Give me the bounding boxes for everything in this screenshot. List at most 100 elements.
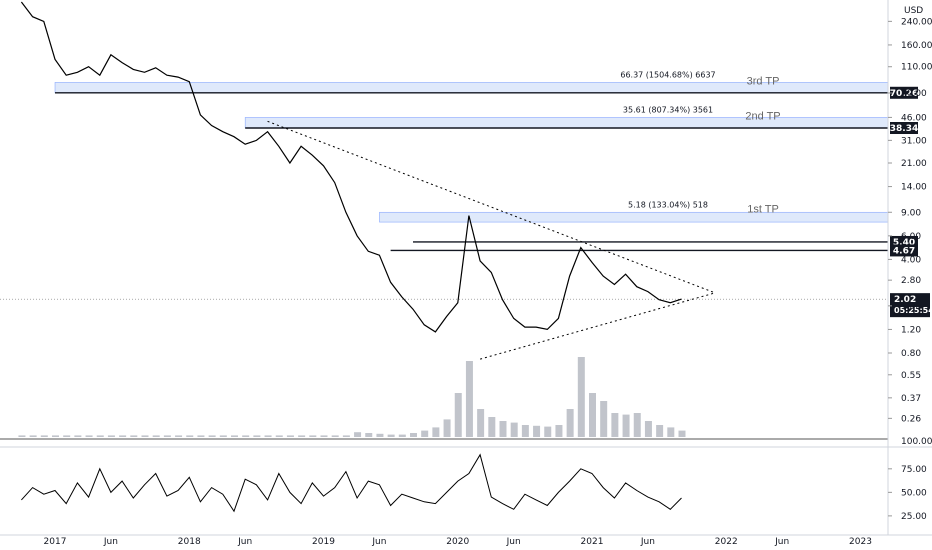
level-tag-label: 5.40 xyxy=(893,238,915,248)
volume-bar xyxy=(40,435,48,437)
price-tick-label: 110.00 xyxy=(901,63,932,73)
level-tag-label: 38.34 xyxy=(890,124,918,134)
price-tick-label: 1.80 xyxy=(901,302,921,312)
volume-bar xyxy=(107,435,115,437)
oscillator-line xyxy=(21,453,682,513)
volume-bar xyxy=(577,357,585,437)
volume-bar xyxy=(219,435,227,437)
last-price-tag xyxy=(890,293,930,318)
time-tick-label: Jun xyxy=(640,537,655,547)
price-tick-label: 2.80 xyxy=(901,276,921,286)
tp-name-text: 1st TP xyxy=(747,203,779,215)
tp-value-text: 35.61 (807.34%) 3561 xyxy=(623,105,713,114)
volume-bar xyxy=(566,409,574,437)
volume-bar xyxy=(152,435,160,437)
volume-bar xyxy=(499,421,507,437)
countdown-label: 05:25:54 xyxy=(894,306,932,315)
oscillator-series xyxy=(21,453,682,513)
volume-bar xyxy=(633,413,641,437)
volume-bar xyxy=(667,427,675,437)
last-price-label: 2.02 xyxy=(894,295,916,305)
price-tick-label: 1.20 xyxy=(901,325,921,335)
volume-bar xyxy=(443,419,451,437)
volume-bar xyxy=(521,425,529,437)
price-line xyxy=(20,1,682,333)
osc-tick-label: 50.00 xyxy=(901,488,927,498)
volume-bar xyxy=(298,435,306,437)
tp-zones xyxy=(54,82,889,223)
volume-bar xyxy=(242,435,250,437)
volume-bar xyxy=(644,421,652,437)
volume-bar xyxy=(253,435,261,437)
volume-bar xyxy=(544,426,552,437)
volume-bar xyxy=(454,393,462,437)
volume-bar xyxy=(63,435,71,437)
triangle-trendlines xyxy=(267,120,716,360)
time-tick-label: 2021 xyxy=(581,537,604,547)
currency-label: USD xyxy=(904,6,923,16)
lower-trendline xyxy=(479,292,716,360)
time-tick-label: Jun xyxy=(371,537,386,547)
price-tick-label: 6.00 xyxy=(901,232,921,242)
volume-bar xyxy=(264,435,272,437)
volume-bar xyxy=(331,435,339,437)
volume-bar xyxy=(186,435,194,437)
price-tick-label: 0.80 xyxy=(901,349,921,359)
volume-bar xyxy=(29,435,37,437)
price-tick-label: 70.00 xyxy=(901,89,927,99)
volume-bar xyxy=(197,435,205,437)
time-tick-label: 2019 xyxy=(312,537,335,547)
volume-bar xyxy=(163,435,171,437)
volume-bar xyxy=(175,435,183,437)
tp-value-text: 5.18 (133.04%) 518 xyxy=(628,200,708,209)
price-tick-label: 240.00 xyxy=(901,17,932,27)
price-tick-label: 0.37 xyxy=(901,394,921,404)
price-tick-label: 4.00 xyxy=(901,255,921,265)
time-tick-label: Jun xyxy=(103,537,118,547)
volume-bar xyxy=(52,435,59,437)
volume-bar xyxy=(275,435,283,437)
volume-bar xyxy=(398,434,406,437)
time-tick-label: Jun xyxy=(774,537,789,547)
axis-labels: 240.00 160.00 110.00 70.00 46.00 31.00 21.00 14… xyxy=(44,6,932,547)
time-tick-label: Jun xyxy=(237,537,252,547)
volume-bar xyxy=(309,435,317,437)
volume-bar xyxy=(611,413,619,437)
volume-bar xyxy=(141,435,149,437)
tp-value-text: 66.37 (1504.68%) 6637 xyxy=(620,70,715,79)
volume-bar xyxy=(600,401,608,437)
volume-bar xyxy=(421,430,429,437)
volume-bar xyxy=(208,435,216,437)
volume-bar xyxy=(555,425,563,437)
price-tick-label: 0.26 xyxy=(901,414,921,424)
volume-bar xyxy=(510,422,518,437)
volume-bar xyxy=(656,425,664,437)
volume-bar xyxy=(354,432,362,437)
volume-bar xyxy=(589,393,596,437)
level-tag xyxy=(890,244,918,257)
volume-bar xyxy=(96,435,104,437)
price-tick-label: 0.55 xyxy=(901,371,921,381)
volume-bar xyxy=(119,435,127,437)
osc-tick-label: 75.00 xyxy=(901,465,927,475)
axes xyxy=(0,0,932,536)
volume-bar xyxy=(465,361,473,437)
price-tick-label: 9.00 xyxy=(901,208,921,218)
volume-bar xyxy=(376,433,384,437)
volume-bar xyxy=(320,435,328,437)
time-tick-label: Jun xyxy=(506,537,521,547)
volume-bar xyxy=(410,433,417,437)
volume-bar xyxy=(74,435,82,437)
level-tag-label: 4.67 xyxy=(893,246,915,256)
time-tick-label: 2023 xyxy=(849,537,872,547)
volume-bar xyxy=(533,425,541,437)
volume-bars xyxy=(18,357,686,437)
volume-bar xyxy=(477,409,485,437)
volume-bar xyxy=(488,417,496,437)
tp-zone xyxy=(379,211,889,223)
volume-bar xyxy=(678,430,686,437)
tp-name-text: 3rd TP xyxy=(747,75,780,87)
